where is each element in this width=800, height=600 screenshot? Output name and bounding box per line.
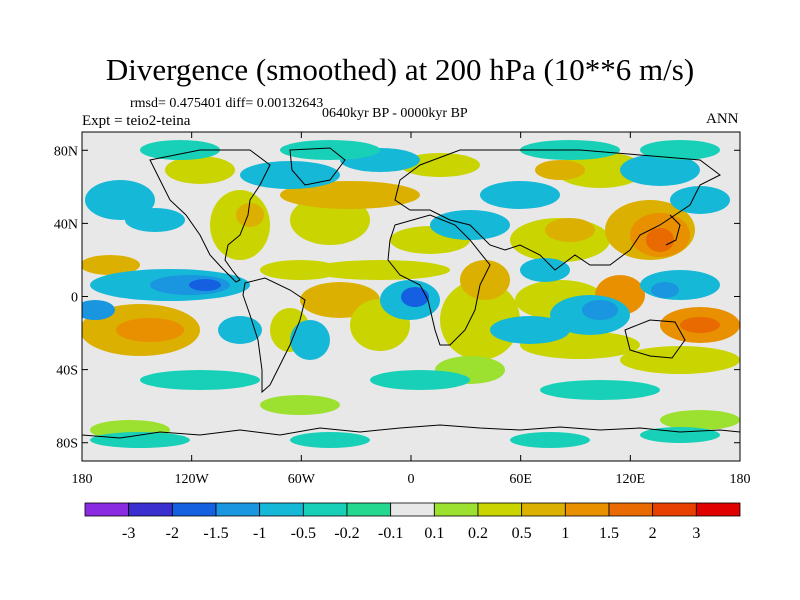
season-label: ANN	[706, 111, 739, 127]
colorbar-swatch	[128, 502, 173, 517]
colorbar-label: 0.5	[512, 525, 532, 542]
colorbar-label: 1	[561, 525, 569, 542]
statistics-label: rmsd= 0.475401 diff= 0.00132643	[130, 96, 324, 111]
colorbar-swatch	[477, 502, 523, 517]
colorbar-label: -2	[166, 525, 179, 542]
colorbar-swatch	[302, 502, 348, 517]
x-tick-label: 60W	[288, 472, 316, 487]
colorbar-label: 0.1	[424, 525, 444, 542]
colorbar-swatch	[346, 502, 392, 517]
x-tick-label: 0	[408, 472, 415, 487]
greenland-coast	[289, 147, 346, 186]
colorbar-swatch	[608, 502, 654, 517]
antarctica-coast	[82, 424, 740, 439]
x-tick-label: 120W	[175, 472, 210, 487]
period-label: 0640kyr BP - 0000kyr BP	[322, 106, 468, 121]
japan-coast	[665, 214, 681, 246]
colorbar-label: -0.2	[334, 525, 359, 542]
map-title: Divergence (smoothed) at 200 hPa (10**6 …	[105, 52, 695, 87]
colorbar-label: 1.5	[599, 525, 619, 542]
north-america-coast	[149, 149, 271, 283]
axis-ticks: 180 120W 60W 0 60E 120E 180 80N 40N 0 40S 80S	[54, 132, 751, 487]
colorbar-swatch	[390, 502, 435, 517]
colorbar-swatch	[695, 502, 741, 517]
colorbar-label: 2	[649, 525, 657, 542]
colorbar-label: -0.1	[378, 525, 403, 542]
coastlines	[82, 147, 740, 439]
y-tick-label: 80S	[56, 437, 78, 452]
eurasia-coast	[394, 149, 721, 271]
colorbar-swatch	[171, 502, 217, 517]
south-america-coast	[242, 277, 306, 394]
colorbar-label: -1	[253, 525, 266, 542]
y-tick-label: 40S	[56, 364, 78, 379]
y-tick-label: 40N	[54, 217, 78, 232]
colorbar-swatch	[259, 502, 304, 517]
x-tick-label: 120E	[616, 472, 646, 487]
africa-coast	[387, 214, 491, 346]
colorbar-swatch	[215, 502, 261, 517]
x-tick-label: 180	[72, 472, 93, 487]
colorbar: -3 -2 -1.5 -1 -0.5 -0.2 -0.1 0.1 0.2 0.5 1 1.5 2 3	[84, 502, 741, 542]
colorbar-label: -0.5	[291, 525, 316, 542]
colorbar-swatch	[564, 502, 610, 517]
y-tick-label: 80N	[54, 144, 78, 159]
australia-coast	[624, 319, 686, 359]
negative-regions	[82, 140, 730, 448]
colorbar-swatch	[521, 502, 566, 517]
experiment-label: Expt = teio2-teina	[82, 113, 191, 129]
x-tick-label: 180	[730, 472, 751, 487]
colorbar-label: 0.2	[468, 525, 488, 542]
colorbar-label: 3	[692, 525, 700, 542]
x-tick-label: 60E	[509, 472, 532, 487]
contour-field	[82, 140, 740, 448]
colorbar-label: -3	[122, 525, 135, 542]
colorbar-swatch	[84, 502, 130, 517]
colorbar-swatch	[652, 502, 697, 517]
colorbar-swatch	[433, 502, 479, 517]
colorbar-label: -1.5	[203, 525, 228, 542]
y-tick-label: 0	[71, 291, 78, 306]
